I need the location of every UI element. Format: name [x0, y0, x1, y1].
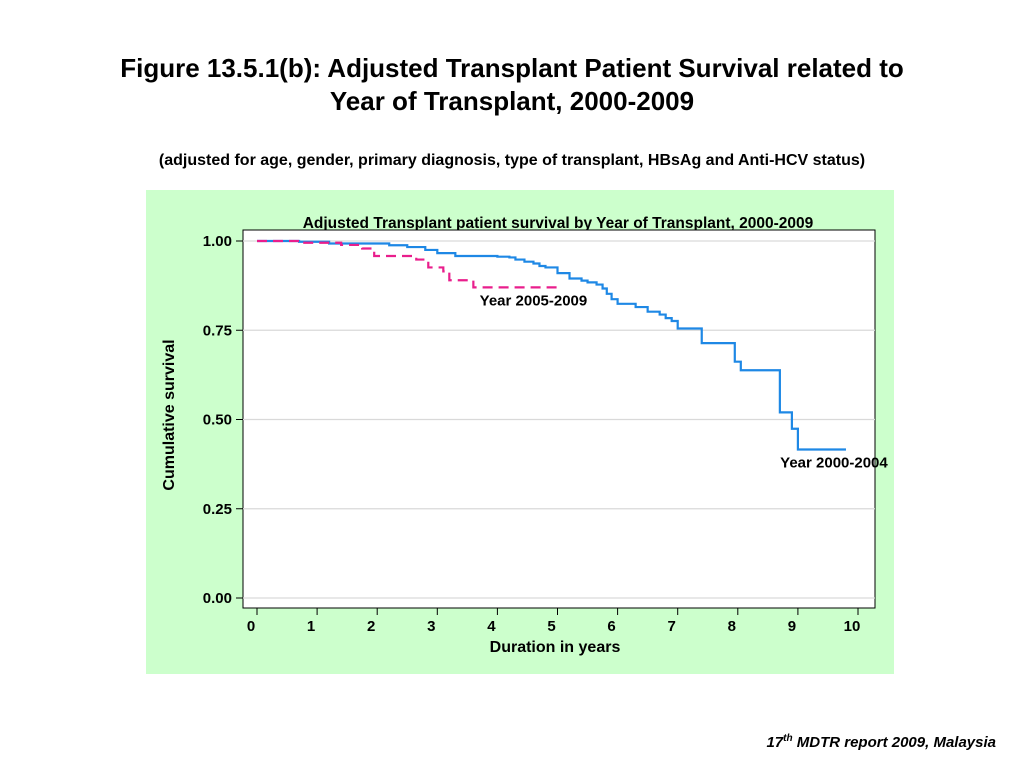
x-tick-label: 0	[247, 618, 255, 635]
source-suffix: MDTR report 2009, Malaysia	[792, 734, 996, 751]
y-tick-label: 1.00	[203, 233, 232, 250]
source-note: 17th MDTR report 2009, Malaysia	[766, 733, 996, 751]
y-tick-label: 0.00	[203, 590, 232, 607]
x-tick-label: 5	[547, 618, 555, 635]
x-tick-label: 7	[668, 618, 676, 635]
series-line	[257, 239, 846, 451]
chart-panel: Adjusted Transplant patient survival by …	[146, 190, 894, 674]
source-superscript: th	[783, 733, 793, 744]
x-axis-label: Duration in years	[490, 639, 621, 656]
figure-title-line-2: Year of Transplant, 2000-2009	[329, 86, 695, 116]
x-tick-label: 2	[367, 618, 375, 635]
y-tick-label: 0.50	[203, 412, 232, 429]
y-axis-label: Cumulative survival	[161, 339, 178, 490]
x-tick-label: 6	[607, 618, 615, 635]
x-tick-label: 1	[307, 618, 315, 635]
series-line	[257, 239, 558, 289]
survival-chart: Adjusted Transplant patient survival by …	[161, 215, 888, 656]
x-tick-label: 3	[427, 618, 435, 635]
figure-subtitle: (adjusted for age, gender, primary diagn…	[158, 152, 866, 169]
figure-title: Figure 13.5.1(b): Adjusted Transplant Pa…	[40, 52, 984, 118]
x-tick-label: 4	[487, 618, 496, 635]
series-annotation: Year 2000-2004	[780, 455, 888, 472]
x-tick-label: 10	[844, 618, 861, 635]
source-prefix: 17	[766, 734, 784, 751]
series-annotation: Year 2005-2009	[480, 292, 588, 309]
figure-title-line-1: Figure 13.5.1(b): Adjusted Transplant Pa…	[120, 53, 904, 83]
y-tick-label: 0.25	[203, 501, 232, 518]
y-tick-label: 0.75	[203, 322, 232, 339]
x-tick-label: 9	[788, 618, 796, 635]
x-tick-label: 8	[728, 618, 736, 635]
chart-title: Adjusted Transplant patient survival by …	[303, 215, 814, 232]
